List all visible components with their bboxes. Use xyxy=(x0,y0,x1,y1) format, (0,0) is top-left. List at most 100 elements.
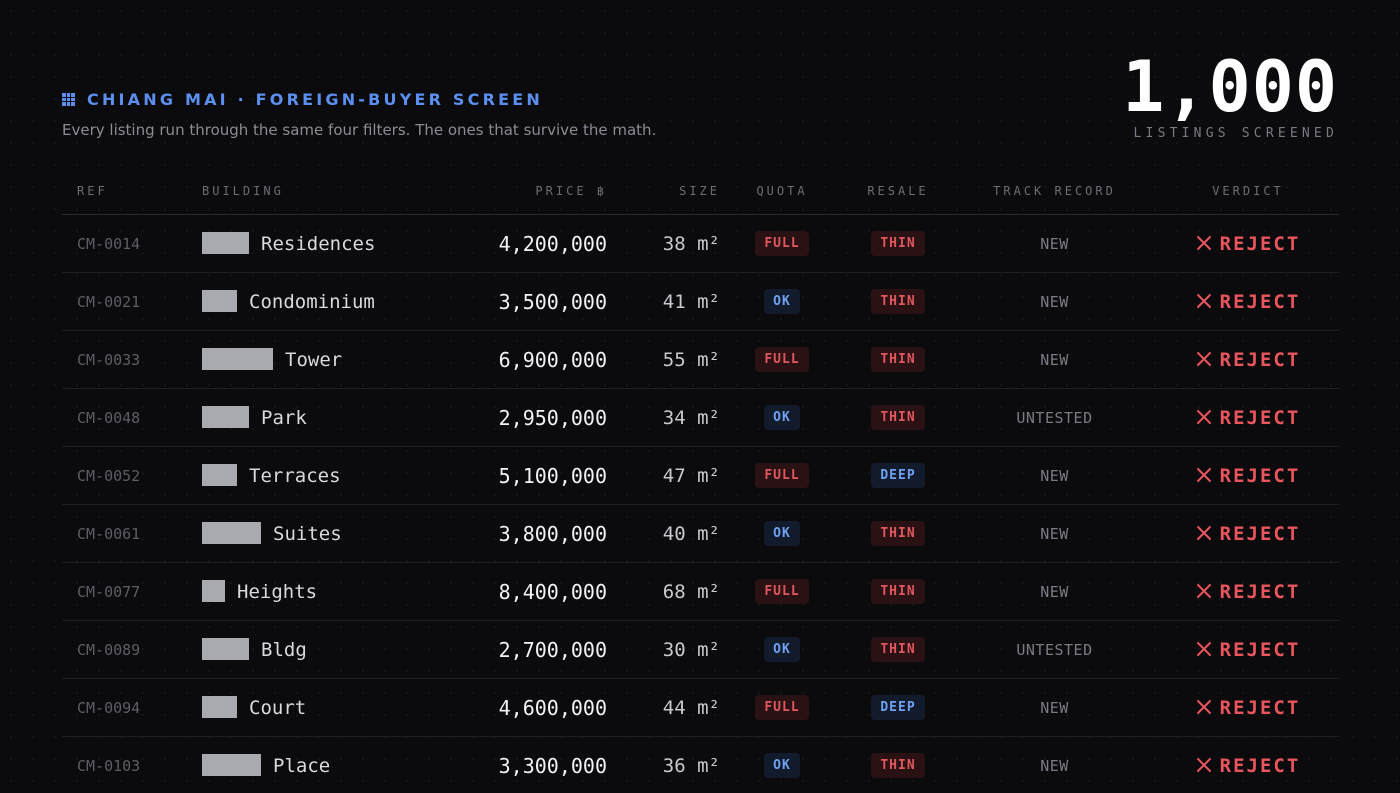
x-icon xyxy=(1196,409,1211,424)
table-header-row: REF BUILDING PRICE ฿ SIZE QUOTA RESALE T… xyxy=(62,168,1339,215)
cell-price: 4,200,000 xyxy=(412,214,607,273)
cell-ref: CM-0094 xyxy=(62,678,202,737)
cell-building: Suites xyxy=(202,504,412,563)
quota-badge: FULL xyxy=(755,347,809,372)
cell-resale: DEEP xyxy=(844,678,952,737)
verdict-label: REJECT xyxy=(1219,638,1301,661)
building-name: Terraces xyxy=(249,464,341,487)
cell-resale: THIN xyxy=(844,388,952,447)
cell-track-record: NEW xyxy=(952,562,1157,621)
table-row[interactable]: CM-0077 Heights 8,400,000 68 m² FULL THIN NEW R… xyxy=(62,562,1339,621)
cell-resale: THIN xyxy=(844,562,952,621)
cell-quota: OK xyxy=(720,388,844,447)
cell-building: Tower xyxy=(202,330,412,389)
resale-badge: THIN xyxy=(871,347,925,372)
column-header-verdict[interactable]: VERDICT xyxy=(1157,168,1339,215)
cell-track-record: NEW xyxy=(952,214,1157,273)
redacted-block xyxy=(202,753,261,776)
column-header-size[interactable]: SIZE xyxy=(607,168,720,215)
redacted-block xyxy=(202,579,225,602)
building-name: Bldg xyxy=(261,638,307,661)
building-name: Park xyxy=(261,406,307,429)
x-icon xyxy=(1196,293,1211,308)
cell-track-record: NEW xyxy=(952,678,1157,737)
cell-track-record: NEW xyxy=(952,736,1157,793)
cell-building: Park xyxy=(202,388,412,447)
cell-quota: FULL xyxy=(720,562,844,621)
cell-ref: CM-0061 xyxy=(62,504,202,563)
quota-badge: FULL xyxy=(755,231,809,256)
column-header-resale[interactable]: RESALE xyxy=(844,168,952,215)
x-icon xyxy=(1196,699,1211,714)
cell-verdict: REJECT xyxy=(1157,736,1339,793)
redacted-block xyxy=(202,637,249,660)
cell-quota: OK xyxy=(720,272,844,331)
cell-size: 34 m² xyxy=(607,388,720,447)
building-name: Place xyxy=(273,754,331,777)
column-header-ref[interactable]: REF xyxy=(62,168,202,215)
column-header-building[interactable]: BUILDING xyxy=(202,168,412,215)
resale-badge: THIN xyxy=(871,405,925,430)
redacted-block xyxy=(202,695,237,718)
cell-quota: FULL xyxy=(720,214,844,273)
building-name: Court xyxy=(249,696,307,719)
table-row[interactable]: CM-0014 Residences 4,200,000 38 m² FULL THIN N… xyxy=(62,214,1339,273)
counter-label: LISTINGS SCREENED xyxy=(1133,126,1338,141)
cell-verdict: REJECT xyxy=(1157,388,1339,447)
resale-badge: THIN xyxy=(871,579,925,604)
cell-ref: CM-0077 xyxy=(62,562,202,621)
x-icon xyxy=(1196,351,1211,366)
cell-quota: FULL xyxy=(720,446,844,505)
page-title: CHIANG MAI · FOREIGN-BUYER SCREEN xyxy=(62,90,656,109)
x-icon xyxy=(1196,235,1211,250)
column-header-quota[interactable]: QUOTA xyxy=(720,168,844,215)
table-row[interactable]: CM-0052 Terraces 5,100,000 47 m² FULL DEEP NEW… xyxy=(62,446,1339,505)
table-row[interactable]: CM-0103 Place 3,300,000 36 m² OK THIN NEW REJEC… xyxy=(62,736,1339,793)
grid-icon xyxy=(62,93,75,106)
cell-verdict: REJECT xyxy=(1157,620,1339,679)
cell-building: Place xyxy=(202,736,412,793)
verdict-label: REJECT xyxy=(1219,696,1301,719)
cell-size: 30 m² xyxy=(607,620,720,679)
page-header: CHIANG MAI · FOREIGN-BUYER SCREEN Every … xyxy=(62,90,656,139)
cell-resale: THIN xyxy=(844,736,952,793)
table-row[interactable]: CM-0048 Park 2,950,000 34 m² OK THIN UNTESTED R… xyxy=(62,388,1339,447)
table-row[interactable]: CM-0033 Tower 6,900,000 55 m² FULL THIN NEW REJ… xyxy=(62,330,1339,389)
cell-track-record: NEW xyxy=(952,272,1157,331)
building-name: Residences xyxy=(261,232,376,255)
building-name: Tower xyxy=(285,348,343,371)
cell-resale: DEEP xyxy=(844,446,952,505)
cell-ref: CM-0048 xyxy=(62,388,202,447)
cell-resale: THIN xyxy=(844,214,952,273)
table-row[interactable]: CM-0089 Bldg 2,700,000 30 m² OK THIN UNTESTED R… xyxy=(62,620,1339,679)
quota-badge: OK xyxy=(764,405,800,430)
resale-badge: THIN xyxy=(871,231,925,256)
resale-badge: DEEP xyxy=(871,695,925,720)
redacted-block xyxy=(202,463,237,486)
cell-ref: CM-0033 xyxy=(62,330,202,389)
table-row[interactable]: CM-0021 Condominium 3,500,000 41 m² OK THIN NE… xyxy=(62,272,1339,331)
column-header-track-record[interactable]: TRACK RECORD xyxy=(952,168,1157,215)
cell-size: 38 m² xyxy=(607,214,720,273)
x-icon xyxy=(1196,467,1211,482)
cell-verdict: REJECT xyxy=(1157,214,1339,273)
cell-verdict: REJECT xyxy=(1157,678,1339,737)
cell-resale: THIN xyxy=(844,504,952,563)
listings-table: REF BUILDING PRICE ฿ SIZE QUOTA RESALE T… xyxy=(62,168,1339,793)
table-row[interactable]: CM-0094 Court 4,600,000 44 m² FULL DEEP NEW REJ… xyxy=(62,678,1339,737)
cell-quota: FULL xyxy=(720,678,844,737)
cell-verdict: REJECT xyxy=(1157,446,1339,505)
column-header-price[interactable]: PRICE ฿ xyxy=(412,168,607,215)
table-row[interactable]: CM-0061 Suites 3,800,000 40 m² OK THIN NEW REJE… xyxy=(62,504,1339,563)
resale-badge: THIN xyxy=(871,289,925,314)
verdict-label: REJECT xyxy=(1219,522,1301,545)
cell-size: 44 m² xyxy=(607,678,720,737)
building-name: Condominium xyxy=(249,290,375,313)
cell-building: Condominium xyxy=(202,272,412,331)
x-icon xyxy=(1196,641,1211,656)
cell-ref: CM-0103 xyxy=(62,736,202,793)
cell-size: 41 m² xyxy=(607,272,720,331)
redacted-block xyxy=(202,289,237,312)
redacted-block xyxy=(202,521,261,544)
x-icon xyxy=(1196,757,1211,772)
